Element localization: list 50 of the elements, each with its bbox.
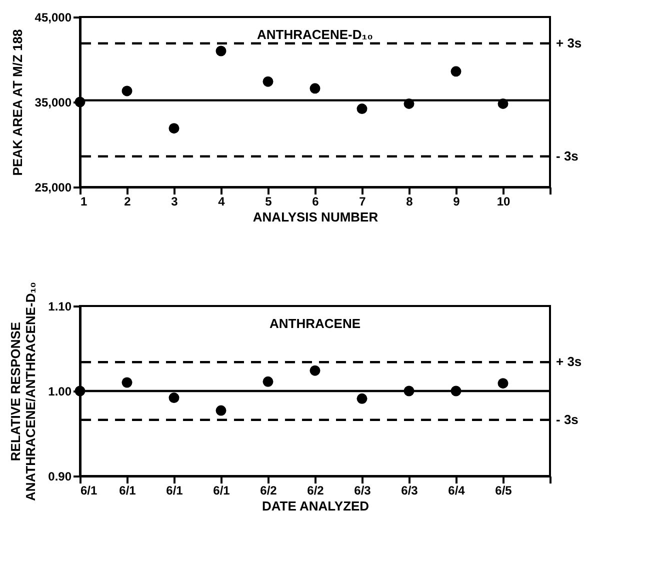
y-tick-label: 0.90 [48,470,72,484]
y-tick-label: 1.10 [48,300,72,314]
x-tick-label: 6/1 [166,484,184,498]
y-axis-title: RELATIVE RESPONSE ANATHRACENE/ANTHRACENE-D₁₀ [8,282,38,501]
point [262,76,274,87]
point [310,83,320,94]
x-tick-label: 7 [359,194,366,208]
x-tick-label: 6/1 [80,484,98,498]
point [122,377,132,388]
x-tick-label: 6 [312,194,320,208]
y-tick-label: 1.00 [48,384,72,398]
ref-line-label: - 3s [556,412,578,427]
text: ANTHRACENE-D₁₀ [257,27,374,42]
x-tick-label: 6/2 [307,484,324,498]
x-axis-title: ANALYSIS NUMBER [252,210,379,224]
x-tick-label: 8 [406,194,414,208]
point [262,376,274,387]
point [450,66,462,77]
x-tick-label: 1 [80,194,88,208]
point [216,46,226,56]
x-tick-label: 6/5 [495,484,512,498]
y-tick-label: 25,000 [34,180,72,194]
x-tick-label: 3 [171,194,178,208]
point [122,86,132,96]
x-tick-label: 6/4 [448,484,466,498]
point [356,393,368,404]
y-axis-title: PEAK AREA AT M/Z 188 [10,29,25,176]
point [168,392,180,404]
x-tick-label: 6/3 [354,484,372,498]
x-axis-title: DATE ANALYZED [262,498,370,514]
ref-line-label: + 3s [556,354,582,370]
y-tick-label: 45,000 [34,10,72,24]
x-tick-label: 6/3 [401,484,418,498]
x-tick-label: 6/1 [213,484,230,498]
x-tick-label: 2 [124,194,132,208]
x-tick-label: 9 [453,194,460,208]
point [498,378,508,389]
ref-line-label: + 3s [556,35,582,50]
x-tick-label: 10 [496,194,510,208]
ref-line-label: - 3s [556,148,578,164]
point [216,405,226,416]
x-tick-label: 6/1 [119,484,136,498]
x-tick-label: 5 [265,194,272,208]
text: ANTHRACENE [270,316,361,331]
x-tick-label: 4 [218,194,226,208]
point [310,365,320,376]
x-tick-label: 6/2 [260,484,278,498]
y-tick-label: 35,000 [34,96,72,110]
point [356,104,368,114]
point [168,123,180,134]
